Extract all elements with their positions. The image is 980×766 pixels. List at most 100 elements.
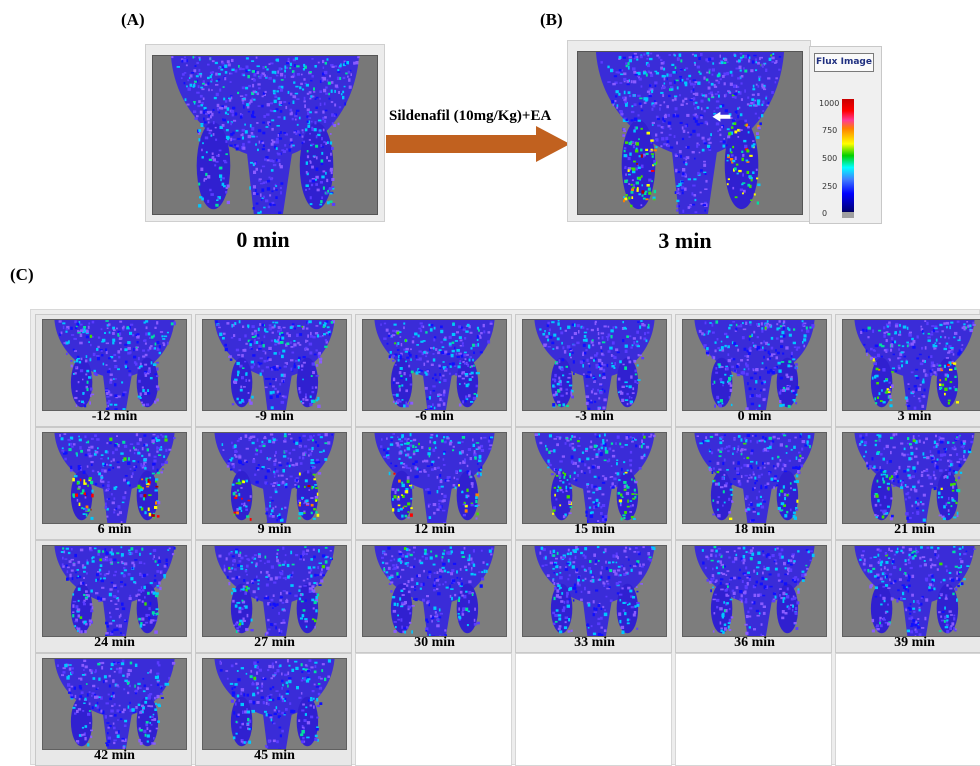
timepoint-cell[interactable]: -6 min [355,314,512,427]
flux-tick: 250 [822,182,837,191]
timepoint-label: -12 min [36,410,193,424]
timepoint-flux-image [682,319,827,411]
flux-title[interactable]: Flux Image [814,53,874,72]
timepoint-flux-image [682,545,827,637]
flux-leg [551,584,572,634]
timepoint-cell[interactable]: 27 min [195,540,352,653]
timepoint-flux-image [202,432,347,524]
panel-b-caption: 3 min [585,228,785,254]
timepoint-cell[interactable]: 0 min [675,314,832,427]
timepoint-label: 30 min [356,636,513,650]
timepoint-label: 12 min [356,523,513,537]
timepoint-svg [203,433,346,523]
timepoint-flux-image [42,432,187,524]
timepoint-svg [683,320,826,410]
timepoint-svg [43,546,186,636]
empty-cell [675,653,832,766]
timepoint-svg [363,433,506,523]
timepoint-svg [363,546,506,636]
flux-zero-swatch [842,212,854,218]
timepoint-cell[interactable]: 21 min [835,427,980,540]
timepoint-flux-image [522,319,667,411]
timepoint-svg [203,659,346,749]
timepoint-cell[interactable]: 45 min [195,653,352,766]
timepoint-label: 15 min [516,523,673,537]
flux-leg [777,584,798,634]
timepoint-flux-image [202,319,347,411]
timepoint-label: 33 min [516,636,673,650]
panel-b-frame [567,40,811,222]
timepoint-flux-image [682,432,827,524]
timepoint-flux-image [842,319,980,411]
timepoint-label: 24 min [36,636,193,650]
timepoint-flux-image [42,319,187,411]
timepoint-svg [203,320,346,410]
timepoint-cell[interactable]: 36 min [675,540,832,653]
timepoint-cell[interactable]: 18 min [675,427,832,540]
timepoint-cell[interactable]: 39 min [835,540,980,653]
timepoint-flux-image [362,432,507,524]
timepoint-cell[interactable]: 42 min [35,653,192,766]
timepoint-svg [683,433,826,523]
timepoint-cell[interactable]: -12 min [35,314,192,427]
timepoint-svg [43,659,186,749]
timepoint-cell[interactable]: 12 min [355,427,512,540]
timepoint-cell[interactable]: 15 min [515,427,672,540]
timepoint-flux-image [362,319,507,411]
timepoint-flux-image [202,545,347,637]
timepoint-flux-image [42,658,187,750]
timepoint-svg [43,320,186,410]
flux-tick: 750 [822,126,837,135]
timepoint-label: 45 min [196,749,353,763]
empty-cell [355,653,512,766]
timepoint-cell[interactable]: 9 min [195,427,352,540]
panel-a-caption: 0 min [163,227,363,253]
flux-leg [617,584,638,634]
flux-leg [71,584,92,634]
panel-a-label: (A) [121,10,145,30]
timepoint-cell[interactable]: 33 min [515,540,672,653]
timepoint-label: 42 min [36,749,193,763]
flux-leg [71,358,92,408]
panel-a-flux-image [152,55,378,215]
timepoint-cell[interactable]: -3 min [515,314,672,427]
timepoint-cell[interactable]: 6 min [35,427,192,540]
timepoint-cell[interactable]: 30 min [355,540,512,653]
panel-a-svg [153,56,377,214]
timepoint-label: 36 min [676,636,833,650]
empty-cell [515,653,672,766]
flux-legend: Flux Image 1000 750 500 250 0 [809,46,882,224]
timepoint-label: 0 min [676,410,833,424]
timepoint-cell[interactable]: 3 min [835,314,980,427]
timepoint-svg [363,320,506,410]
timepoint-flux-image [522,545,667,637]
panel-b-label: (B) [540,10,563,30]
flux-body [214,546,334,636]
timepoint-svg [523,320,666,410]
timepoint-svg [523,546,666,636]
timepoint-label: 6 min [36,523,193,537]
timepoint-label: 27 min [196,636,353,650]
timepoint-label: 9 min [196,523,353,537]
flux-body [214,433,334,523]
treatment-label: Sildenafil (10mg/Kg)+EA [389,108,551,125]
timepoint-svg [843,546,980,636]
empty-cell [835,653,980,766]
timepoint-flux-image [842,432,980,524]
flux-tick: 500 [822,154,837,163]
timepoint-cell[interactable]: -9 min [195,314,352,427]
timepoint-flux-image [522,432,667,524]
timepoint-flux-image [842,545,980,637]
timepoint-flux-image [202,658,347,750]
timepoint-svg [523,433,666,523]
panel-b-svg [578,52,802,214]
timepoint-label: 18 min [676,523,833,537]
timepoint-svg [683,546,826,636]
flux-leg [617,471,638,521]
panel-a-frame [145,44,385,222]
timepoint-svg [843,320,980,410]
timepoint-label: -9 min [196,410,353,424]
timepoint-cell[interactable]: 24 min [35,540,192,653]
timepoint-flux-image [42,545,187,637]
